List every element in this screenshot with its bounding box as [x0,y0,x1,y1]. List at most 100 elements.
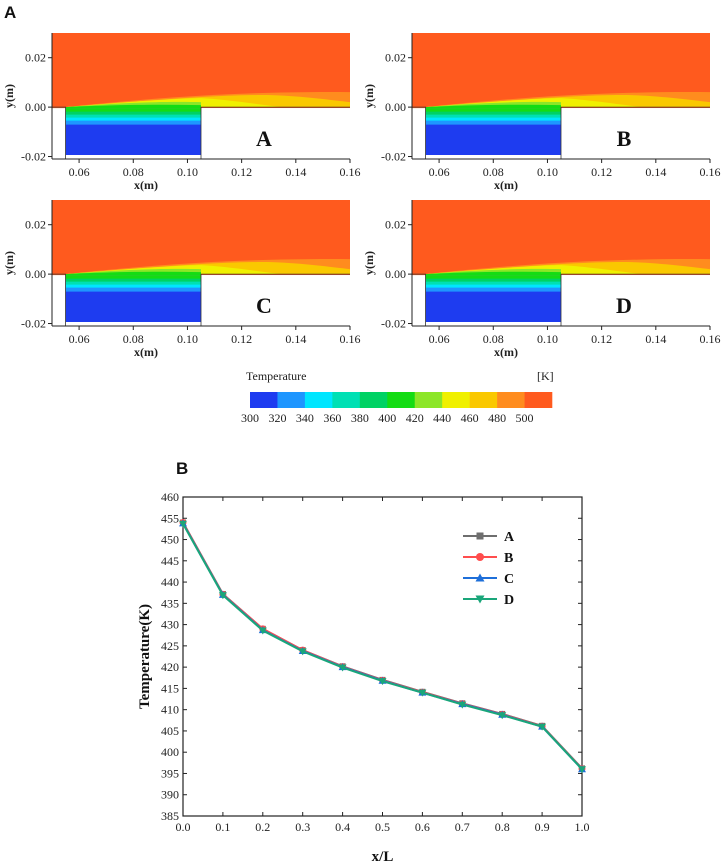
series-a [180,519,585,772]
x-tick-label: 0.12 [231,165,252,179]
step-outline-left [52,106,66,159]
colorbar-tick-label: 360 [323,411,341,425]
x-axis-label: x/L [372,849,394,865]
x-tick-label: 0.4 [335,820,350,834]
x-tick-label: 0.06 [429,165,450,179]
step-outline-right [200,273,350,326]
x-tick-label: 0.08 [483,165,504,179]
x-tick-label: 0.14 [645,165,666,179]
data-point-d [498,712,507,720]
empty-region [201,108,350,159]
data-point-d [218,592,227,600]
y-tick-label: 435 [161,596,179,610]
plot-frame [182,496,583,817]
contour-panels: 0.06 0.08 0.10 0.12 0.14 0.16 0.02 0.00 -0.02 x(m… [2,33,721,359]
isotherm-400 [425,104,561,109]
x-axis-label: x(m) [494,178,518,192]
colorbar-swatch [469,392,498,408]
data-point-d [298,648,307,656]
x-tick-label: 0.14 [285,165,306,179]
x-tick-label: 0.8 [495,820,510,834]
x-tick-label: 0.10 [537,332,558,346]
colorbar-tick-label: 400 [378,411,396,425]
series-line-b [182,522,583,770]
y-tick-label: 400 [161,745,179,759]
x-tick-label: 0.08 [483,332,504,346]
y-tick-label: 0.02 [25,218,46,232]
isotherm-400 [65,271,201,276]
step-outline-left [52,273,66,326]
x-tick-label: 0.0 [176,820,191,834]
temperature-line-chart: 0.0 0.1 0.2 0.3 0.4 0.5 0.6 0.7 0.8 0.9 1.0 385 390 3… [137,490,590,865]
solid-band-4 [425,278,561,282]
y-tick-label: -0.02 [21,317,46,331]
y-tick-label: 445 [161,554,179,568]
solid-band-1 [425,120,561,125]
x-tick-label: 0.16 [340,165,361,179]
colorbar-tick-label: 300 [241,411,259,425]
contour-panel-c: 0.06 0.08 0.10 0.12 0.14 0.16 0.02 0.00 -0.02 x(m… [2,200,361,359]
colorbar-swatch [414,392,443,408]
isotherm-400 [65,104,201,109]
y-tick-label: -0.02 [21,150,46,164]
colorbar-swatch [304,392,333,408]
series-line-a [182,522,583,770]
panel-tag: D [616,293,632,318]
x-tick-label: 0.3 [295,820,310,834]
x-tick-label: 0.1 [215,820,230,834]
x-tick-label: 0.06 [69,165,90,179]
x-tick-label: 0.16 [700,165,721,179]
x-tick-label: 0.10 [537,165,558,179]
solid-band-3 [65,114,201,118]
solid-band-2 [65,117,201,121]
empty-region [561,108,710,159]
y-tick-label: -0.02 [381,317,406,331]
y-tick-label: 0.00 [25,100,46,114]
colorbar-swatch [524,392,553,408]
colorbar-swatch [442,392,470,408]
series-d [179,520,586,774]
step-outline-left [412,273,426,326]
y-axis-label: Temperature(K) [137,604,153,709]
y-tick-label: 0.02 [385,51,406,65]
x-tick-label: 0.12 [591,165,612,179]
contour-panel-a: 0.06 0.08 0.10 0.12 0.14 0.16 0.02 0.00 -0.02 x(m… [2,33,361,192]
legend-marker-b [476,553,484,561]
y-tick-label: 0.02 [385,218,406,232]
solid-band-3 [65,281,201,285]
x-tick-label: 0.06 [69,332,90,346]
x-axis-label: x(m) [494,345,518,359]
figure-label-top: A [4,3,16,22]
colorbar-tick-label: 320 [268,411,286,425]
panel-tag: C [256,293,272,318]
x-tick-label: 0.2 [255,820,270,834]
solid-band-2 [425,117,561,121]
legend-label-c: C [504,572,514,587]
y-tick-label: 420 [161,660,179,674]
y-tick-label: 405 [161,724,179,738]
colorbar-swatch [332,392,361,408]
data-point-d [578,766,586,774]
legend-marker-c [475,573,485,582]
legend-marker-a [476,532,484,540]
x-tick-label: 0.14 [285,332,306,346]
colorbar-tick-label: 380 [351,411,369,425]
series-b [179,519,586,773]
y-tick-label: 385 [161,809,179,823]
empty-region [561,275,710,326]
solid-band-1 [65,120,201,125]
legend-marker-d [475,595,485,604]
colorbar-title: Temperature [246,369,306,383]
y-tick-label: 0.02 [25,51,46,65]
legend-label-d: D [504,593,514,608]
x-tick-label: 0.7 [455,820,470,834]
panel-tag: A [256,126,272,151]
y-tick-label: 410 [161,703,179,717]
colorbar-tick-label: 480 [488,411,506,425]
solid-band-2 [425,284,561,288]
temperature-colorbar: Temperature [K] 300 320 340 360 380 400 420 440 46… [241,369,554,425]
data-point-d [179,520,187,528]
x-tick-label: 0.9 [535,820,550,834]
x-tick-label: 0.5 [375,820,390,834]
